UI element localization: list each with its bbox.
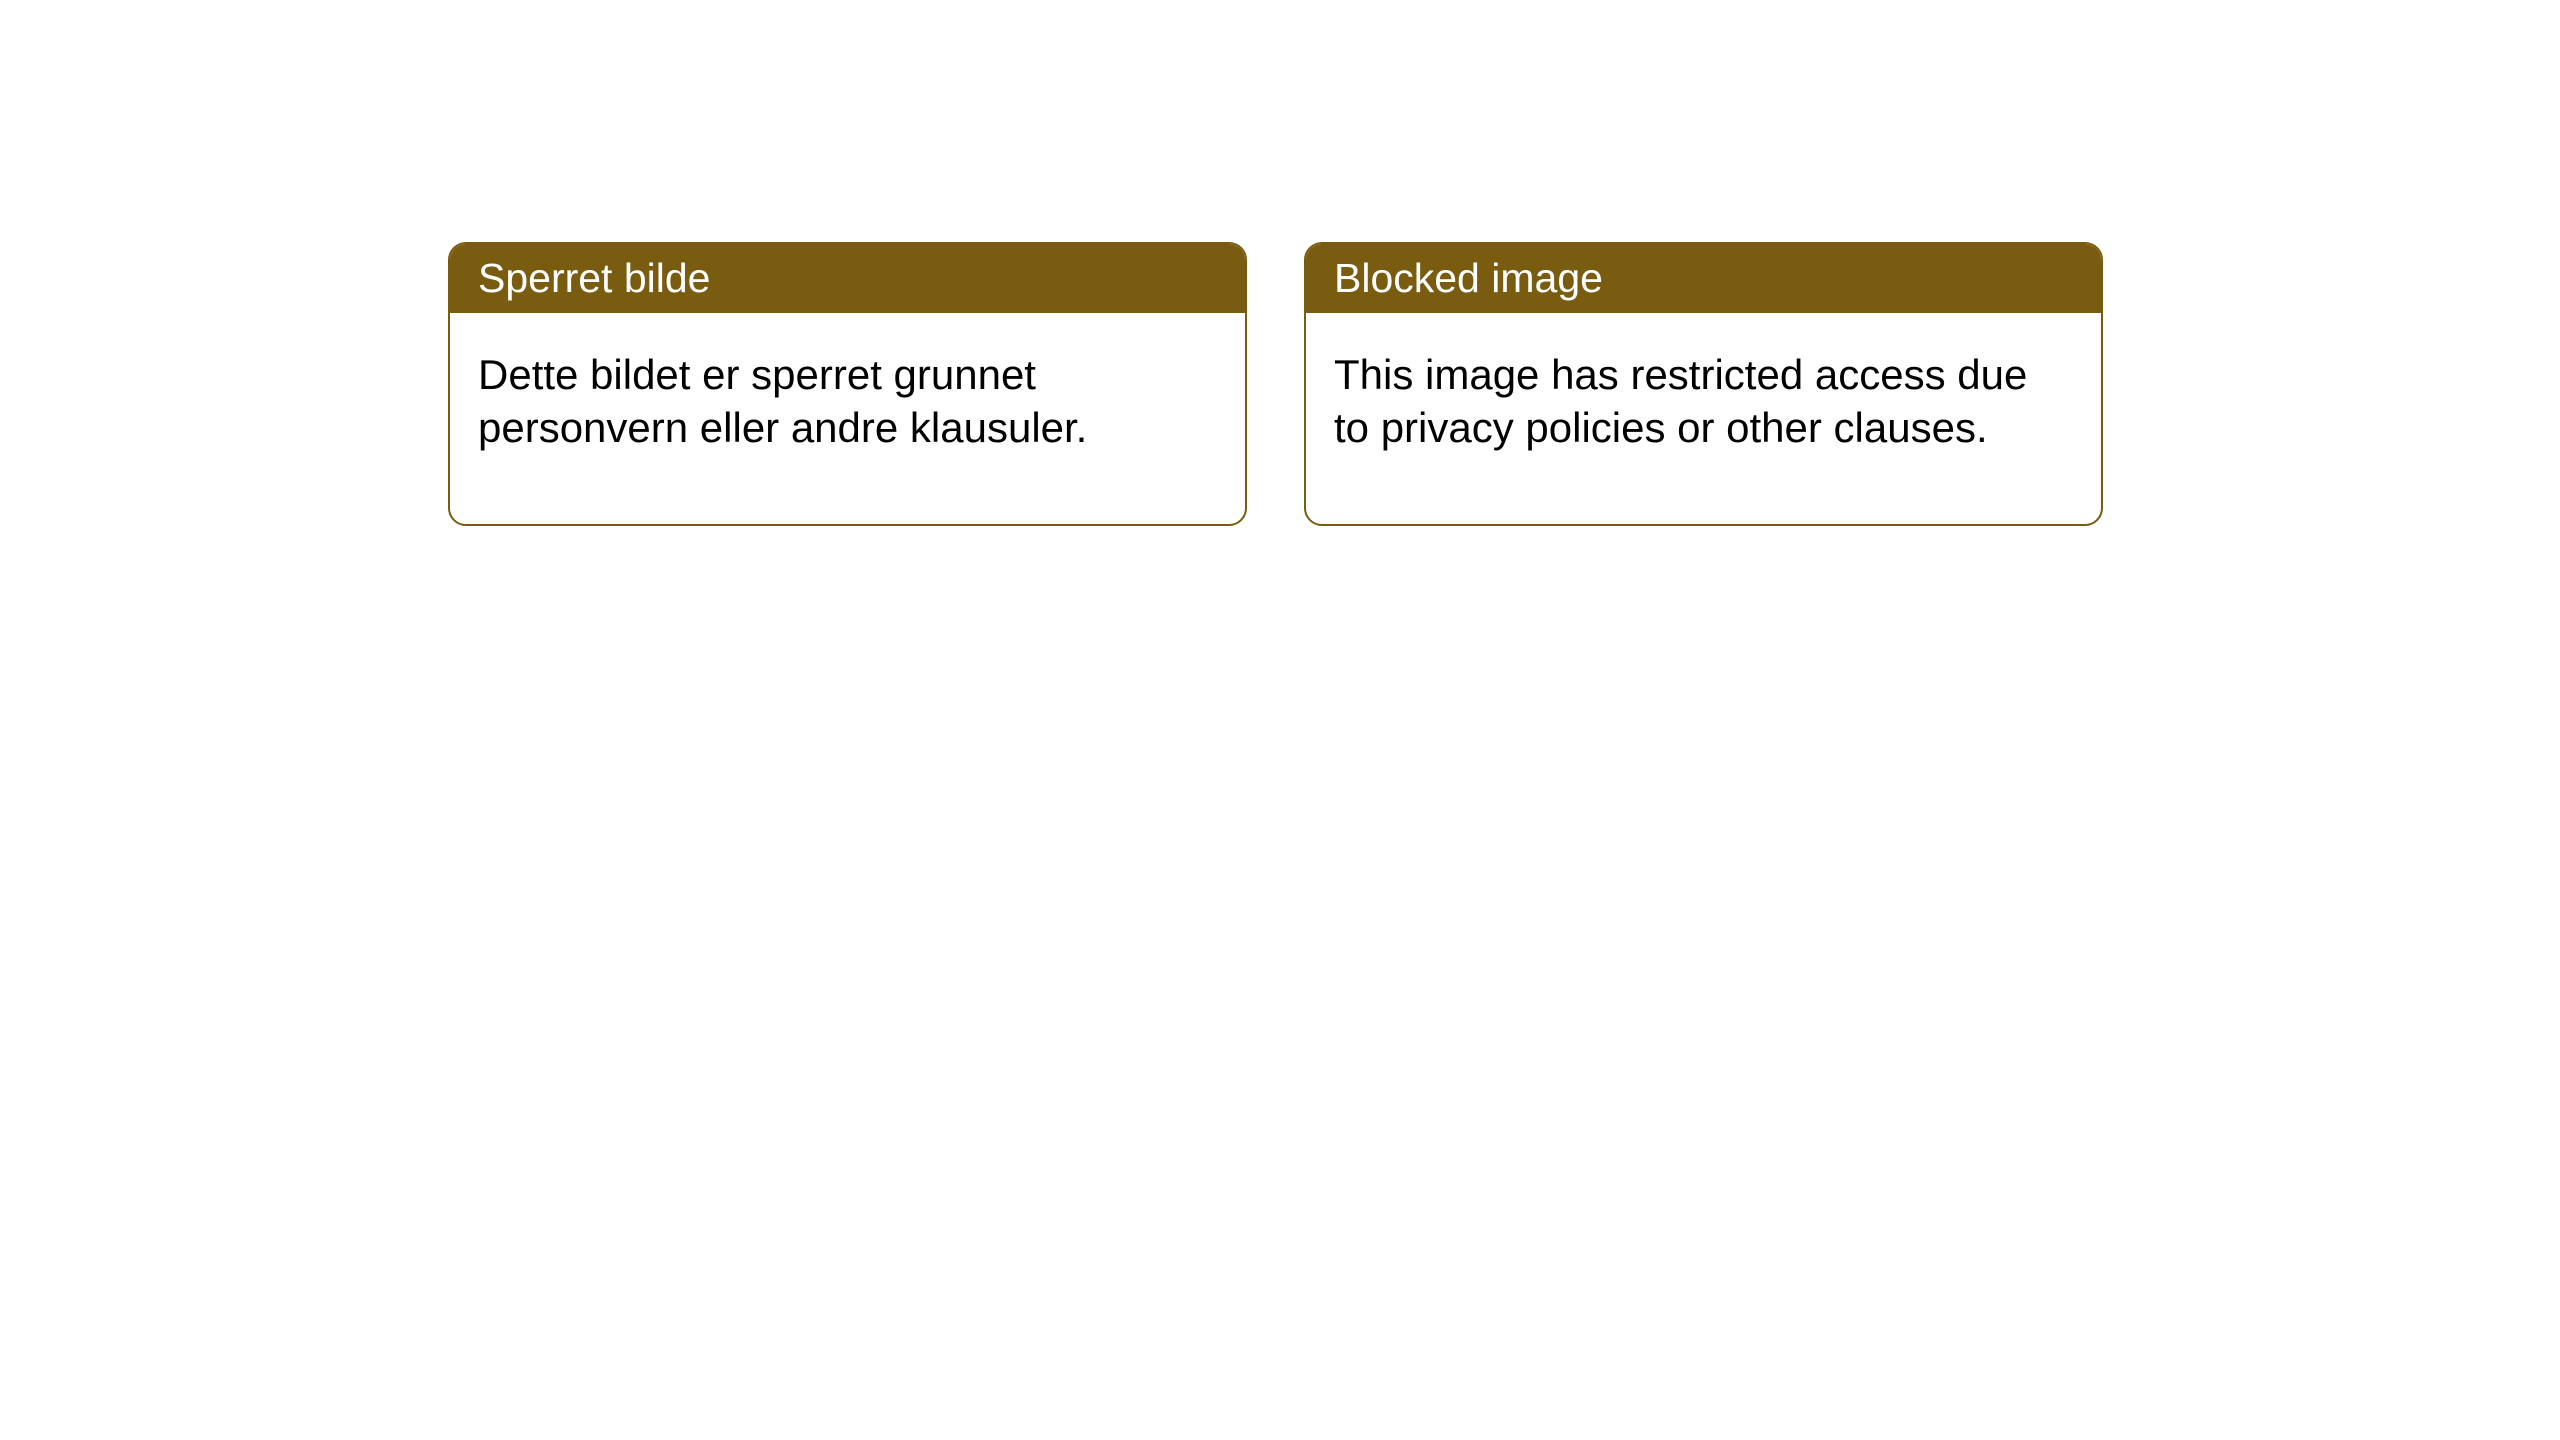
card-title: Blocked image (1334, 255, 1603, 301)
notice-cards-container: Sperret bilde Dette bildet er sperret gr… (448, 242, 2103, 526)
card-body-text: Dette bildet er sperret grunnet personve… (478, 351, 1087, 451)
card-title: Sperret bilde (478, 255, 710, 301)
card-body-text: This image has restricted access due to … (1334, 351, 2027, 451)
card-body: Dette bildet er sperret grunnet personve… (450, 313, 1245, 524)
notice-card-english: Blocked image This image has restricted … (1304, 242, 2103, 526)
card-header: Blocked image (1306, 244, 2101, 313)
notice-card-norwegian: Sperret bilde Dette bildet er sperret gr… (448, 242, 1247, 526)
card-header: Sperret bilde (450, 244, 1245, 313)
card-body: This image has restricted access due to … (1306, 313, 2101, 524)
